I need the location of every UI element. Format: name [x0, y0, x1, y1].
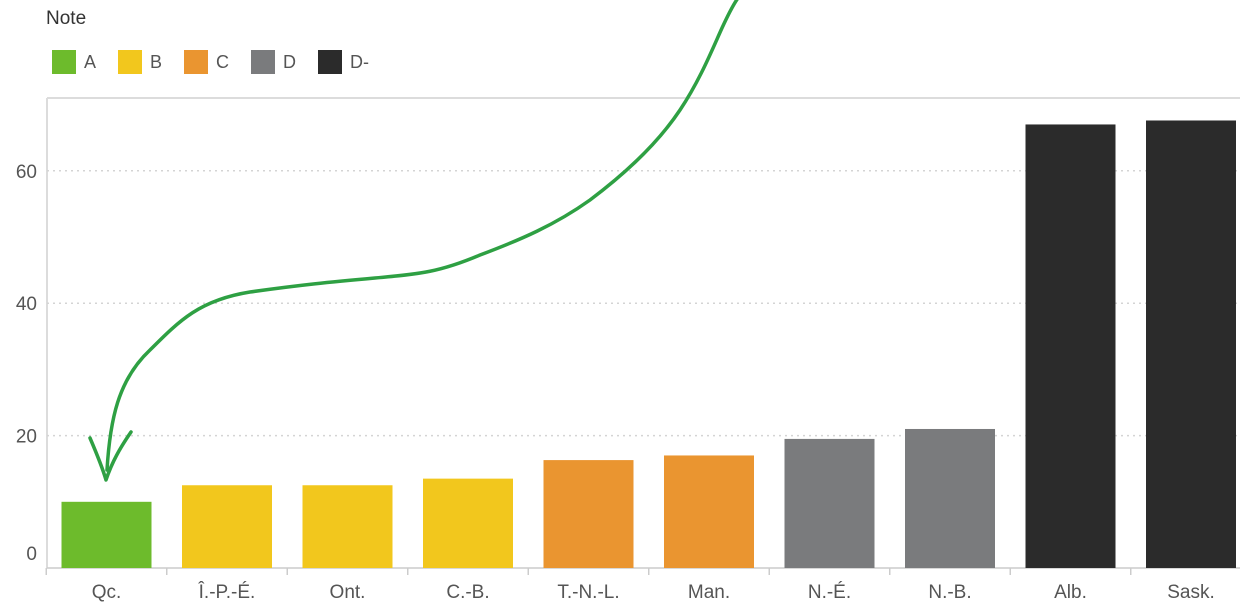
legend: A B C D D-	[52, 50, 391, 74]
legend-item-a: A	[52, 50, 96, 74]
x-tick-label: Alb.	[1054, 582, 1087, 603]
legend-item-c: C	[184, 50, 229, 74]
bar-9	[1025, 124, 1116, 569]
legend-swatch	[318, 50, 343, 74]
y-tick-label: 0	[26, 544, 37, 565]
legend-swatch	[118, 50, 143, 74]
legend-swatch	[251, 50, 276, 74]
y-tick-label: 20	[16, 427, 37, 448]
x-tick-label: Sask.	[1167, 582, 1215, 603]
x-tick-label: N.-É.	[808, 582, 851, 603]
legend-label: C	[216, 51, 230, 72]
y-tick-label: 60	[16, 162, 37, 183]
legend-label: A	[84, 51, 97, 72]
legend-title: Note	[46, 8, 87, 29]
legend-label: D-	[350, 51, 370, 72]
x-tick-label: Î.-P.-É.	[198, 581, 256, 603]
annotation-arrowhead	[88, 430, 133, 482]
x-tick-label: T.-N.-L.	[557, 582, 619, 603]
bar-5	[543, 460, 634, 568]
bar-8	[905, 428, 995, 568]
legend-swatch	[184, 50, 209, 74]
y-tick-label: 40	[16, 294, 37, 315]
x-tick-label: C.-B.	[446, 582, 489, 603]
bar-2	[182, 485, 272, 568]
bar-4	[423, 478, 513, 568]
legend-label: D	[283, 51, 297, 72]
x-tick-label: Man.	[688, 582, 730, 603]
bar-3	[302, 485, 393, 568]
bar-10	[1146, 120, 1236, 568]
x-tick-label: Qc.	[92, 582, 122, 603]
bar-6	[664, 455, 754, 568]
x-tick-label: N.-B.	[928, 582, 971, 603]
legend-item-d-: D-	[318, 50, 369, 74]
bar-1	[61, 501, 152, 568]
legend-item-d: D	[251, 50, 296, 74]
annotation-arrow	[105, 0, 739, 472]
legend-swatch	[52, 50, 76, 74]
legend-item-b: B	[118, 50, 162, 74]
x-tick-label: Ont.	[330, 582, 366, 603]
legend-label: B	[150, 51, 163, 72]
bar-7	[784, 438, 875, 568]
